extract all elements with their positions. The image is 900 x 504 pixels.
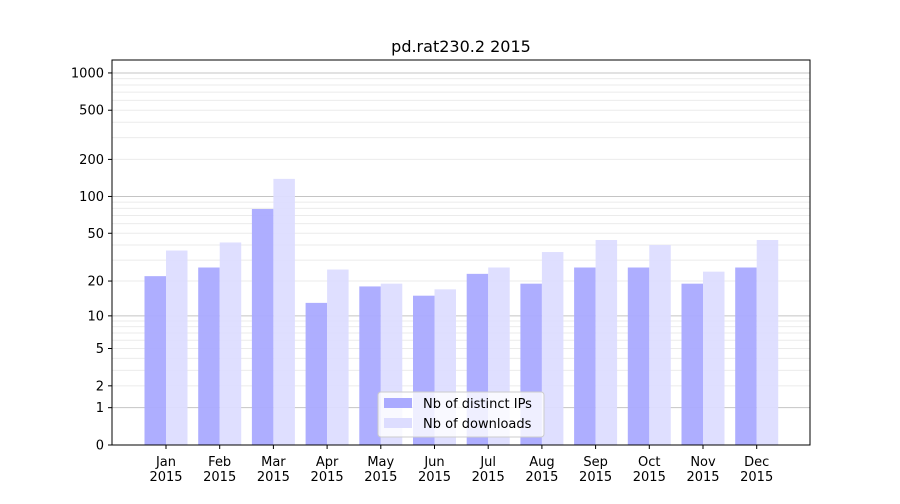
y-tick-label: 1000 (71, 66, 104, 81)
legend: Nb of distinct IPs Nb of downloads (377, 391, 545, 438)
y-tick-label: 500 (79, 104, 104, 119)
bar-downloads (703, 271, 725, 445)
x-tick-label: Nov (690, 455, 716, 470)
bar-downloads (649, 245, 671, 445)
x-tick-label: Apr (316, 455, 339, 470)
x-tick-label: Dec (744, 455, 769, 470)
bar-distinct-ips (305, 302, 328, 445)
y-tick-label: 10 (87, 309, 104, 324)
x-tick-label: Jul (479, 455, 496, 470)
legend-swatch (384, 398, 412, 408)
bar-distinct-ips (251, 209, 274, 445)
y-tick-label: 0 (96, 439, 104, 454)
x-tick-label: 2015 (257, 470, 290, 485)
x-tick-label: 2015 (418, 470, 451, 485)
x-tick-label: 2015 (472, 470, 505, 485)
x-tick-label: Mar (261, 455, 286, 470)
x-tick-label: 2015 (740, 470, 773, 485)
y-tick-label: 2 (96, 379, 104, 394)
x-tick-label: Jan (155, 455, 176, 470)
y-tick-label: 1 (96, 401, 104, 416)
x-tick-label: Feb (208, 455, 231, 470)
x-tick-label: 2015 (525, 470, 558, 485)
bar-downloads (166, 250, 188, 445)
x-tick-label: Sep (583, 455, 608, 470)
legend-label: Nb of downloads (423, 417, 532, 432)
x-tick-label: 2015 (149, 470, 182, 485)
x-tick-label: Aug (529, 455, 554, 470)
x-tick-label: 2015 (579, 470, 612, 485)
bar-distinct-ips (681, 283, 703, 445)
bar-downloads (273, 178, 295, 445)
x-tick-label: Oct (638, 455, 660, 470)
x-tick-label: 2015 (364, 470, 397, 485)
bar-downloads (541, 252, 564, 445)
bar-distinct-ips (198, 267, 220, 445)
y-tick-label: 100 (79, 190, 104, 205)
chart-title: pd.rat230.2 2015 (391, 37, 531, 56)
bar-downloads (756, 240, 779, 445)
bar-downloads (595, 240, 618, 445)
x-tick-label: May (367, 455, 394, 470)
bar-downloads (219, 242, 242, 445)
bar-distinct-ips (144, 276, 166, 445)
y-tick-label: 20 (87, 275, 104, 290)
bar-downloads (327, 269, 349, 445)
legend-label: Nb of distinct IPs (423, 397, 532, 412)
y-tick-label: 200 (79, 153, 104, 168)
bar-distinct-ips (735, 267, 757, 445)
legend-swatch (384, 418, 412, 428)
bar-distinct-ips (574, 267, 596, 445)
x-tick-label: 2015 (633, 470, 666, 485)
x-tick-label: 2015 (311, 470, 344, 485)
plot-frame (111, 59, 811, 446)
bar-distinct-ips (359, 286, 381, 445)
bar-distinct-ips (627, 267, 650, 445)
x-tick-label: 2015 (203, 470, 236, 485)
x-tick-label: Jun (423, 455, 444, 470)
legend-box (377, 391, 545, 438)
y-tick-label: 50 (87, 227, 104, 242)
x-tick-label: 2015 (686, 470, 719, 485)
y-tick-label: 5 (96, 342, 104, 357)
